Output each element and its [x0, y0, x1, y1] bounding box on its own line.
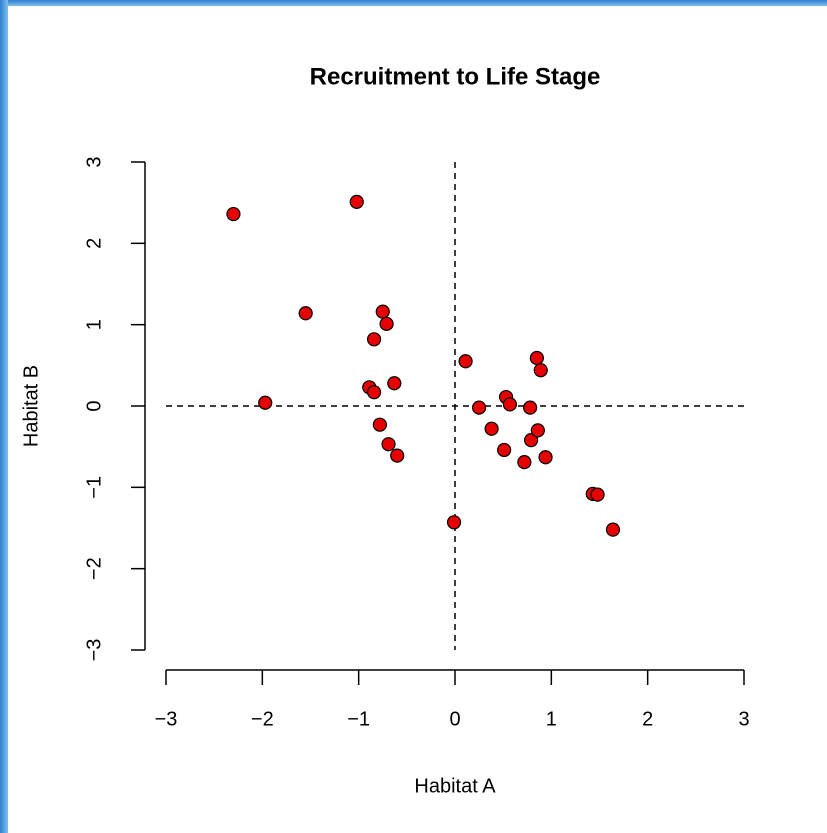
- window-edge-left: [0, 0, 8, 833]
- y-tick-label: −2: [83, 557, 105, 580]
- point: [605, 522, 621, 537]
- y-tick-label: 3: [83, 156, 105, 167]
- point: [458, 354, 473, 369]
- point: [590, 487, 605, 502]
- point: [366, 385, 382, 400]
- point: [529, 350, 544, 366]
- y-tick-label: 2: [83, 238, 105, 249]
- point: [381, 437, 396, 452]
- point: [379, 316, 394, 331]
- point: [387, 376, 402, 391]
- window-edge-top: [0, 0, 827, 6]
- point: [533, 363, 548, 378]
- point: [446, 515, 462, 530]
- x-tick-label: −2: [251, 708, 274, 730]
- y-axis-title: Habitat B: [20, 365, 42, 447]
- point: [538, 450, 553, 465]
- point: [517, 455, 532, 470]
- x-tick-label: 2: [642, 708, 653, 730]
- x-tick-label: 3: [738, 708, 749, 730]
- point: [349, 194, 364, 209]
- point: [375, 304, 390, 319]
- point: [502, 397, 518, 412]
- point: [298, 306, 313, 321]
- y-tick-label: 1: [83, 319, 105, 330]
- point: [372, 417, 387, 432]
- x-tick-label: 0: [449, 708, 460, 730]
- x-tick-label: −1: [347, 708, 370, 730]
- point: [530, 423, 545, 438]
- y-tick-label: −1: [83, 476, 105, 499]
- point: [471, 400, 487, 415]
- point: [497, 442, 512, 458]
- point: [484, 421, 499, 436]
- x-tick-label: −3: [155, 708, 178, 730]
- y-tick-label: −3: [83, 639, 105, 662]
- point: [226, 206, 241, 222]
- chart-title: Recruitment to Life Stage: [310, 63, 601, 90]
- point: [366, 332, 382, 347]
- point: [524, 433, 539, 448]
- y-tick-label: 0: [83, 400, 105, 411]
- x-axis-title: Habitat A: [414, 775, 496, 797]
- point: [258, 395, 273, 410]
- x-tick-label: 1: [546, 708, 557, 730]
- point: [390, 448, 405, 463]
- point: [523, 400, 538, 415]
